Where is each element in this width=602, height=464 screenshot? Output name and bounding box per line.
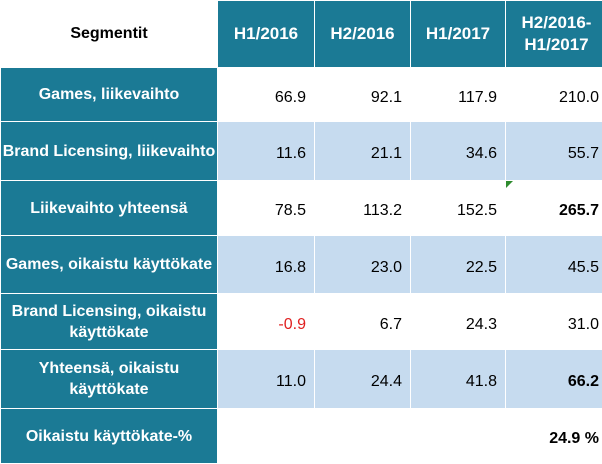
segments-header: Segmentit: [1, 1, 218, 68]
table-cell: [411, 409, 506, 464]
row-label: Games, liikevaihto: [1, 68, 218, 122]
table-cell: 78.5: [218, 181, 315, 236]
table-cell: 210.0: [506, 68, 602, 122]
table-cell: 24.3: [411, 294, 506, 350]
table-cell: 152.5: [411, 181, 506, 236]
table-cell: 6.7: [315, 294, 411, 350]
row-label: Brand Licensing, liikevaihto: [1, 122, 218, 181]
table-cell: [315, 409, 411, 464]
table-cell: 55.7: [506, 122, 602, 181]
table-cell: 31.0: [506, 294, 602, 350]
table-cell: 21.1: [315, 122, 411, 181]
table-row: Games, liikevaihto 66.9 92.1 117.9 210.0: [1, 68, 602, 122]
row-label: Oikaistu käyttökate-%: [1, 409, 218, 464]
table-row: Brand Licensing, oikaistu käyttökate -0.…: [1, 294, 602, 350]
row-label: Games, oikaistu käyttökate: [1, 236, 218, 294]
table-cell-total: 24.9 %: [506, 409, 602, 464]
table-cell: 117.9: [411, 68, 506, 122]
table-cell-total: 66.2: [506, 350, 602, 409]
table-cell: 11.0: [218, 350, 315, 409]
comment-marker-icon: [506, 181, 513, 188]
table-cell: 23.0: [315, 236, 411, 294]
column-header-h1-2017: H1/2017: [411, 1, 506, 68]
table-row: Brand Licensing, liikevaihto 11.6 21.1 3…: [1, 122, 602, 181]
table-cell: 41.8: [411, 350, 506, 409]
column-header-h2-2016-h1-2017: H2/2016- H1/2017: [506, 1, 602, 68]
table-cell: 24.4: [315, 350, 411, 409]
table-cell: 45.5: [506, 236, 602, 294]
table-cell: 16.8: [218, 236, 315, 294]
table-row: Liikevaihto yhteensä 78.5 113.2 152.5 26…: [1, 181, 602, 236]
row-label: Brand Licensing, oikaistu käyttökate: [1, 294, 218, 350]
table-cell: 34.6: [411, 122, 506, 181]
cell-value: 265.7: [559, 202, 599, 219]
header-row: Segmentit H1/2016 H2/2016 H1/2017 H2/201…: [1, 1, 602, 68]
column-header-h2-2016: H2/2016: [315, 1, 411, 68]
table-cell: 22.5: [411, 236, 506, 294]
table-cell: [218, 409, 315, 464]
table-cell-total: 265.7: [506, 181, 602, 236]
table-cell-negative: -0.9: [218, 294, 315, 350]
column-header-h1-2016: H1/2016: [218, 1, 315, 68]
row-label: Yhteensä, oikaistu käyttökate: [1, 350, 218, 409]
table-row: Oikaistu käyttökate-% 24.9 %: [1, 409, 602, 464]
table-cell: 66.9: [218, 68, 315, 122]
table-row: Games, oikaistu käyttökate 16.8 23.0 22.…: [1, 236, 602, 294]
row-label: Liikevaihto yhteensä: [1, 181, 218, 236]
table-row: Yhteensä, oikaistu käyttökate 11.0 24.4 …: [1, 350, 602, 409]
table-cell: 92.1: [315, 68, 411, 122]
table-cell: 11.6: [218, 122, 315, 181]
table-cell: 113.2: [315, 181, 411, 236]
